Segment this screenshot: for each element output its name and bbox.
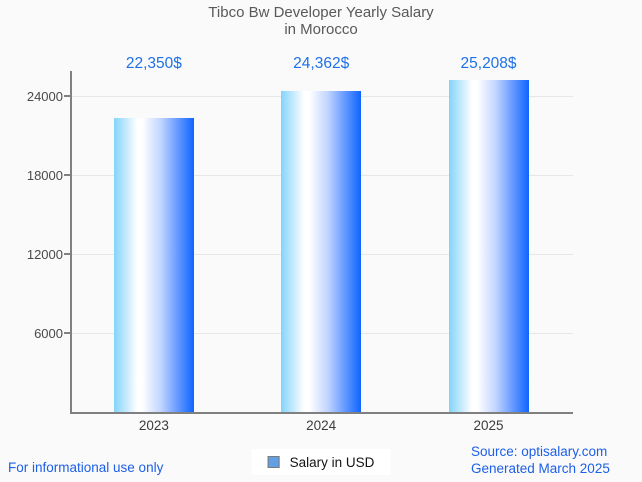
x-axis-label: 2023	[138, 418, 169, 433]
bar-value-label: 25,208$	[460, 55, 517, 72]
y-axis-tick	[64, 174, 70, 176]
x-axis-label: 2025	[473, 418, 504, 433]
x-axis-line	[70, 412, 573, 414]
legend: Salary in USD	[251, 449, 391, 475]
y-axis-tick	[64, 253, 70, 255]
y-axis-label: 6000	[34, 325, 63, 341]
source-line[interactable]: Source: optisalary.com	[471, 444, 608, 459]
salary-bar[interactable]	[281, 91, 362, 412]
x-axis-label: 2024	[306, 418, 337, 433]
bar-value-label: 24,362$	[293, 55, 350, 72]
chart-title-line2: in Morocco	[284, 21, 358, 38]
bar-value-label: 22,350$	[125, 55, 182, 72]
salary-bar[interactable]	[113, 117, 194, 412]
generated-line: Generated March 2025	[471, 460, 610, 476]
chart-title: Tibco Bw Developer Yearly Salary in Moro…	[0, 4, 642, 38]
chart-title-line1: Tibco Bw Developer Yearly Salary	[208, 4, 434, 21]
source-block: Source: optisalary.com Generated March 2…	[471, 444, 610, 477]
salary-bar[interactable]	[448, 80, 529, 412]
y-axis-label: 18000	[26, 167, 63, 183]
disclaimer-text: For informational use only	[8, 460, 164, 475]
y-axis-label: 24000	[26, 88, 63, 104]
y-axis-tick	[64, 95, 70, 97]
y-axis-label: 12000	[26, 246, 63, 262]
y-axis-line	[70, 71, 72, 414]
legend-label: Salary in USD	[289, 454, 375, 470]
legend-marker-icon	[267, 456, 280, 468]
y-axis-tick	[64, 332, 70, 334]
